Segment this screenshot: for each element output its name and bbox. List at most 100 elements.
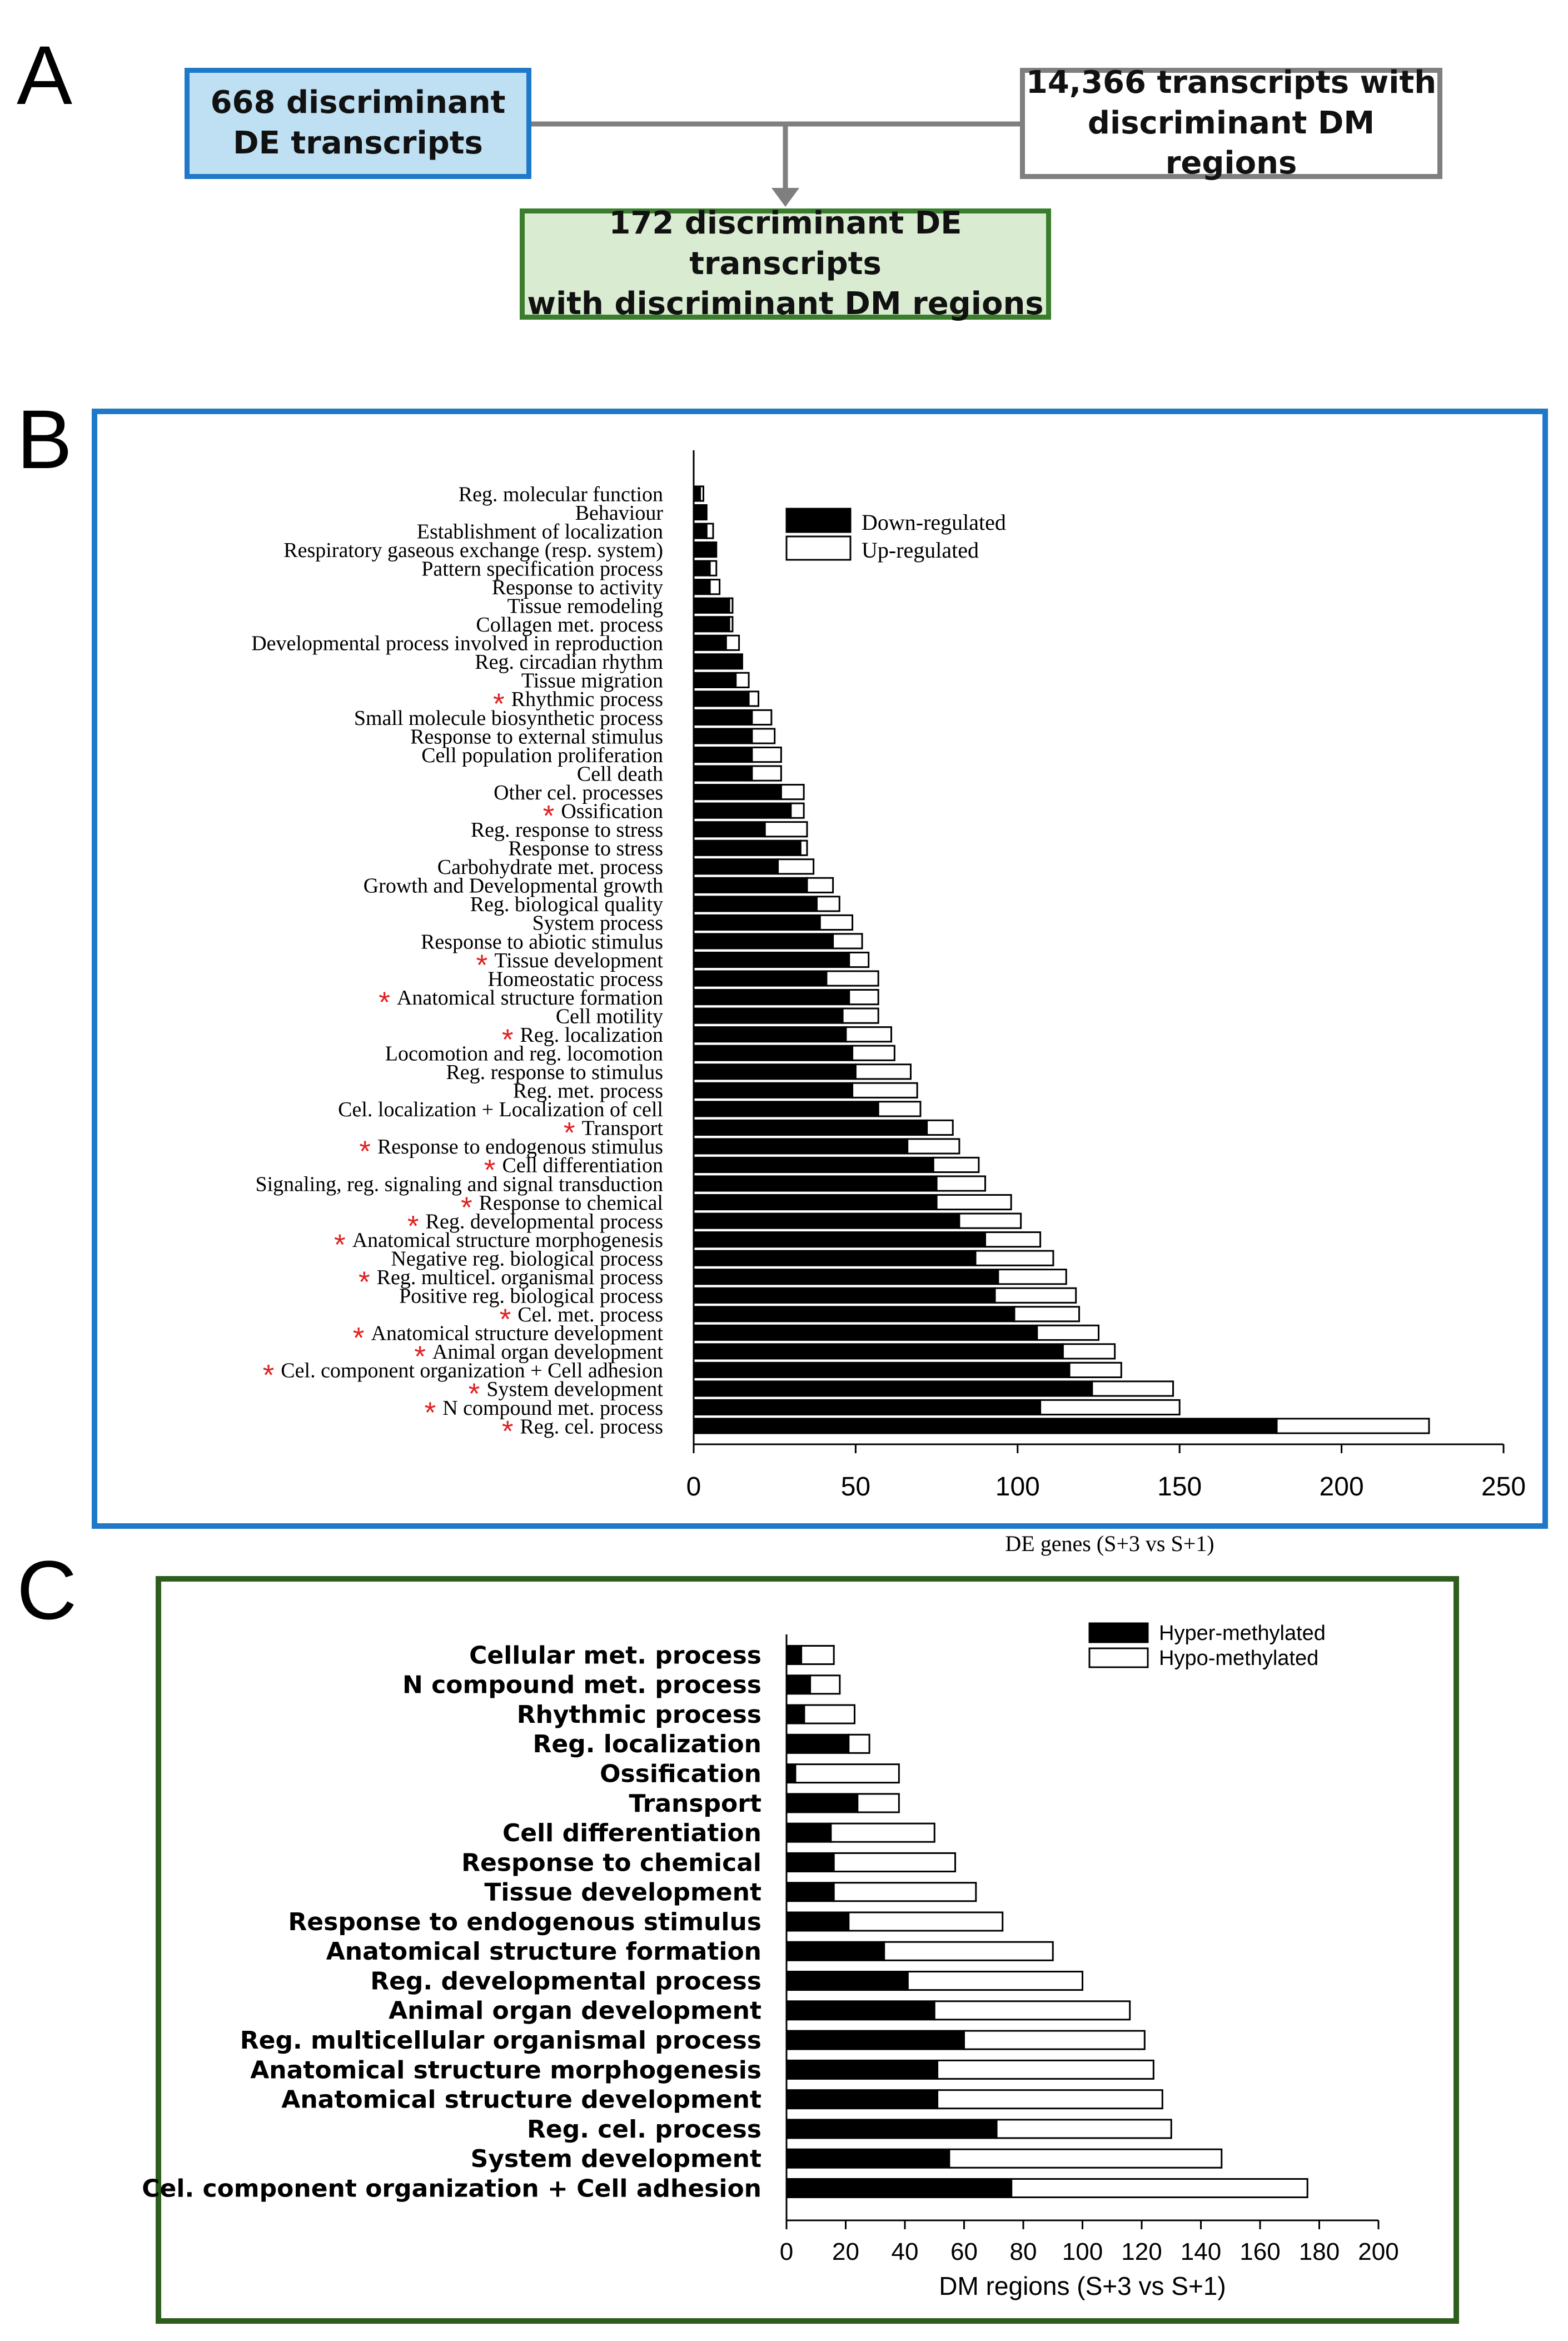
category-label: Transport <box>629 1790 761 1818</box>
bar-segment-down-regulated <box>693 1119 928 1136</box>
bar-segment-down-regulated <box>693 1212 960 1229</box>
category-label: Animal organ development <box>432 1340 664 1364</box>
bar-segment-down-regulated <box>693 802 792 819</box>
legend-swatch-hyper-methylated <box>1088 1622 1149 1643</box>
category-label: Collagen met. process <box>476 613 663 637</box>
category-label: Rhythmic process <box>511 688 663 711</box>
significance-asterisk-icon: * <box>424 1396 436 1429</box>
category-label: Anatomical structure morphogenesis <box>352 1229 663 1252</box>
bar-segment-up-regulated <box>799 839 808 856</box>
bar-segment-down-regulated <box>693 1156 934 1174</box>
category-label: Response to activity <box>492 576 663 599</box>
significance-asterisk-icon: * <box>334 1229 346 1261</box>
bar-segment-hypo-methylated <box>848 1911 1004 1932</box>
bar-segment-up-regulated <box>907 1138 960 1155</box>
bar-segment-down-regulated <box>693 523 708 539</box>
category-label: Reg. multicellular organismal process <box>240 2026 761 2055</box>
bar-segment-down-regulated <box>693 821 766 838</box>
bar-segment-down-regulated <box>693 914 821 931</box>
bar-segment-hypo-methylated <box>1011 2178 1308 2199</box>
x-tick-label: 40 <box>892 2238 919 2265</box>
bar-segment-down-regulated <box>693 1269 999 1285</box>
category-label: Animal organ development <box>389 1997 761 2025</box>
x-tick-label: 0 <box>686 1472 701 1502</box>
bar-segment-up-regulated <box>751 746 782 763</box>
bar-segment-down-regulated <box>693 560 711 576</box>
bar-segment-up-regulated <box>997 1269 1067 1285</box>
flowchart-box-de-transcripts: 668 discriminant DE transcripts <box>185 68 531 179</box>
bar-segment-hyper-methylated <box>785 1852 835 1872</box>
bar-segment-up-regulated <box>825 970 879 987</box>
bar-segment-up-regulated <box>1036 1324 1099 1341</box>
x-tick-label: 160 <box>1240 2238 1280 2265</box>
bar-segment-hyper-methylated <box>785 1733 850 1754</box>
x-tick-label: 80 <box>1010 2238 1037 2265</box>
x-tick-label: 100 <box>995 1472 1040 1502</box>
bar-segment-up-regulated <box>751 728 776 744</box>
bar-segment-down-regulated <box>693 653 743 670</box>
category-label: Developmental process involved in reprod… <box>251 632 663 655</box>
bar-segment-hyper-methylated <box>785 1882 835 1902</box>
category-label: Cell differentiation <box>502 1819 761 1847</box>
panel-label-b: B <box>17 392 73 486</box>
category-label: Anatomical structure development <box>281 2086 761 2114</box>
bar-segment-down-regulated <box>693 1007 844 1024</box>
bar-segment-hypo-methylated <box>995 2119 1172 2139</box>
flowchart-box-dm-transcripts: 14,366 transcripts with discriminant DM … <box>1020 64 1442 181</box>
category-label: Cel. localization + Localization of cell <box>338 1098 663 1121</box>
bar-segment-up-regulated <box>877 1101 922 1117</box>
category-label: Reg. cel. process <box>527 2115 761 2144</box>
legend-label: Hyper-methylated <box>1159 1622 1326 1645</box>
bar-segment-down-regulated <box>693 877 808 893</box>
category-label: Tissue development <box>484 1878 761 1907</box>
legend-swatch-down-regulated <box>785 508 852 533</box>
bar-segment-down-regulated <box>693 1361 1071 1378</box>
category-label: Signaling, reg. signaling and signal tra… <box>255 1172 663 1196</box>
significance-asterisk-icon: * <box>500 1303 511 1336</box>
bar-segment-down-regulated <box>693 765 753 782</box>
category-label: Reg. multicel. organismal process <box>377 1266 663 1289</box>
category-label: Ossification <box>600 1760 761 1788</box>
bar-segment-hyper-methylated <box>785 1704 805 1724</box>
bar-segment-down-regulated <box>693 1082 854 1099</box>
bar-segment-down-regulated <box>693 1287 996 1304</box>
bar-segment-down-regulated <box>693 1324 1038 1341</box>
bar-segment-down-regulated <box>693 1026 847 1043</box>
bar-segment-hyper-methylated <box>785 2178 1013 2199</box>
panel-c-frame <box>156 1576 1459 2324</box>
bar-segment-hypo-methylated <box>848 1733 870 1754</box>
bar-segment-up-regulated <box>848 951 870 968</box>
bar-segment-down-regulated <box>693 1194 938 1211</box>
bar-segment-up-regulated <box>1091 1380 1174 1397</box>
bar-segment-hypo-methylated <box>809 1674 841 1695</box>
bar-segment-down-regulated <box>693 690 750 707</box>
bar-segment-down-regulated <box>693 933 834 950</box>
significance-asterisk-icon: * <box>407 1210 419 1242</box>
x-tick-label: 120 <box>1121 2238 1162 2265</box>
box-de-text: 668 discriminant DE transcripts <box>210 85 506 161</box>
bar-segment-hypo-methylated <box>963 2030 1146 2050</box>
bar-segment-up-regulated <box>709 560 718 576</box>
bar-segment-up-regulated <box>699 485 704 502</box>
bar-segment-up-regulated <box>974 1250 1054 1266</box>
bar-segment-up-regulated <box>845 1026 893 1043</box>
bar-segment-down-regulated <box>693 1399 1042 1416</box>
x-tick-label: 250 <box>1481 1472 1526 1502</box>
bar-segment-up-regulated <box>852 1082 918 1099</box>
bar-segment-down-regulated <box>693 1063 857 1080</box>
bar-segment-down-regulated <box>693 672 737 688</box>
category-label: Reg. developmental process <box>426 1210 663 1233</box>
bar-segment-hyper-methylated <box>785 2000 935 2021</box>
panel-label-c: C <box>17 1543 77 1637</box>
category-label: Transport <box>582 1117 664 1140</box>
category-label: Respiratory gaseous exchange (resp. syst… <box>283 539 663 562</box>
category-label: Reg. response to stimulus <box>446 1061 663 1084</box>
bar-segment-hyper-methylated <box>785 1674 812 1695</box>
bar-segment-up-regulated <box>777 858 815 875</box>
category-label: Other cel. processes <box>494 781 663 804</box>
bar-segment-up-regulated <box>748 690 760 707</box>
significance-asterisk-icon: * <box>476 949 488 982</box>
bar-segment-hypo-methylated <box>933 2000 1131 2021</box>
bar-segment-up-regulated <box>815 896 840 912</box>
category-label: Homeostatic process <box>487 967 663 991</box>
